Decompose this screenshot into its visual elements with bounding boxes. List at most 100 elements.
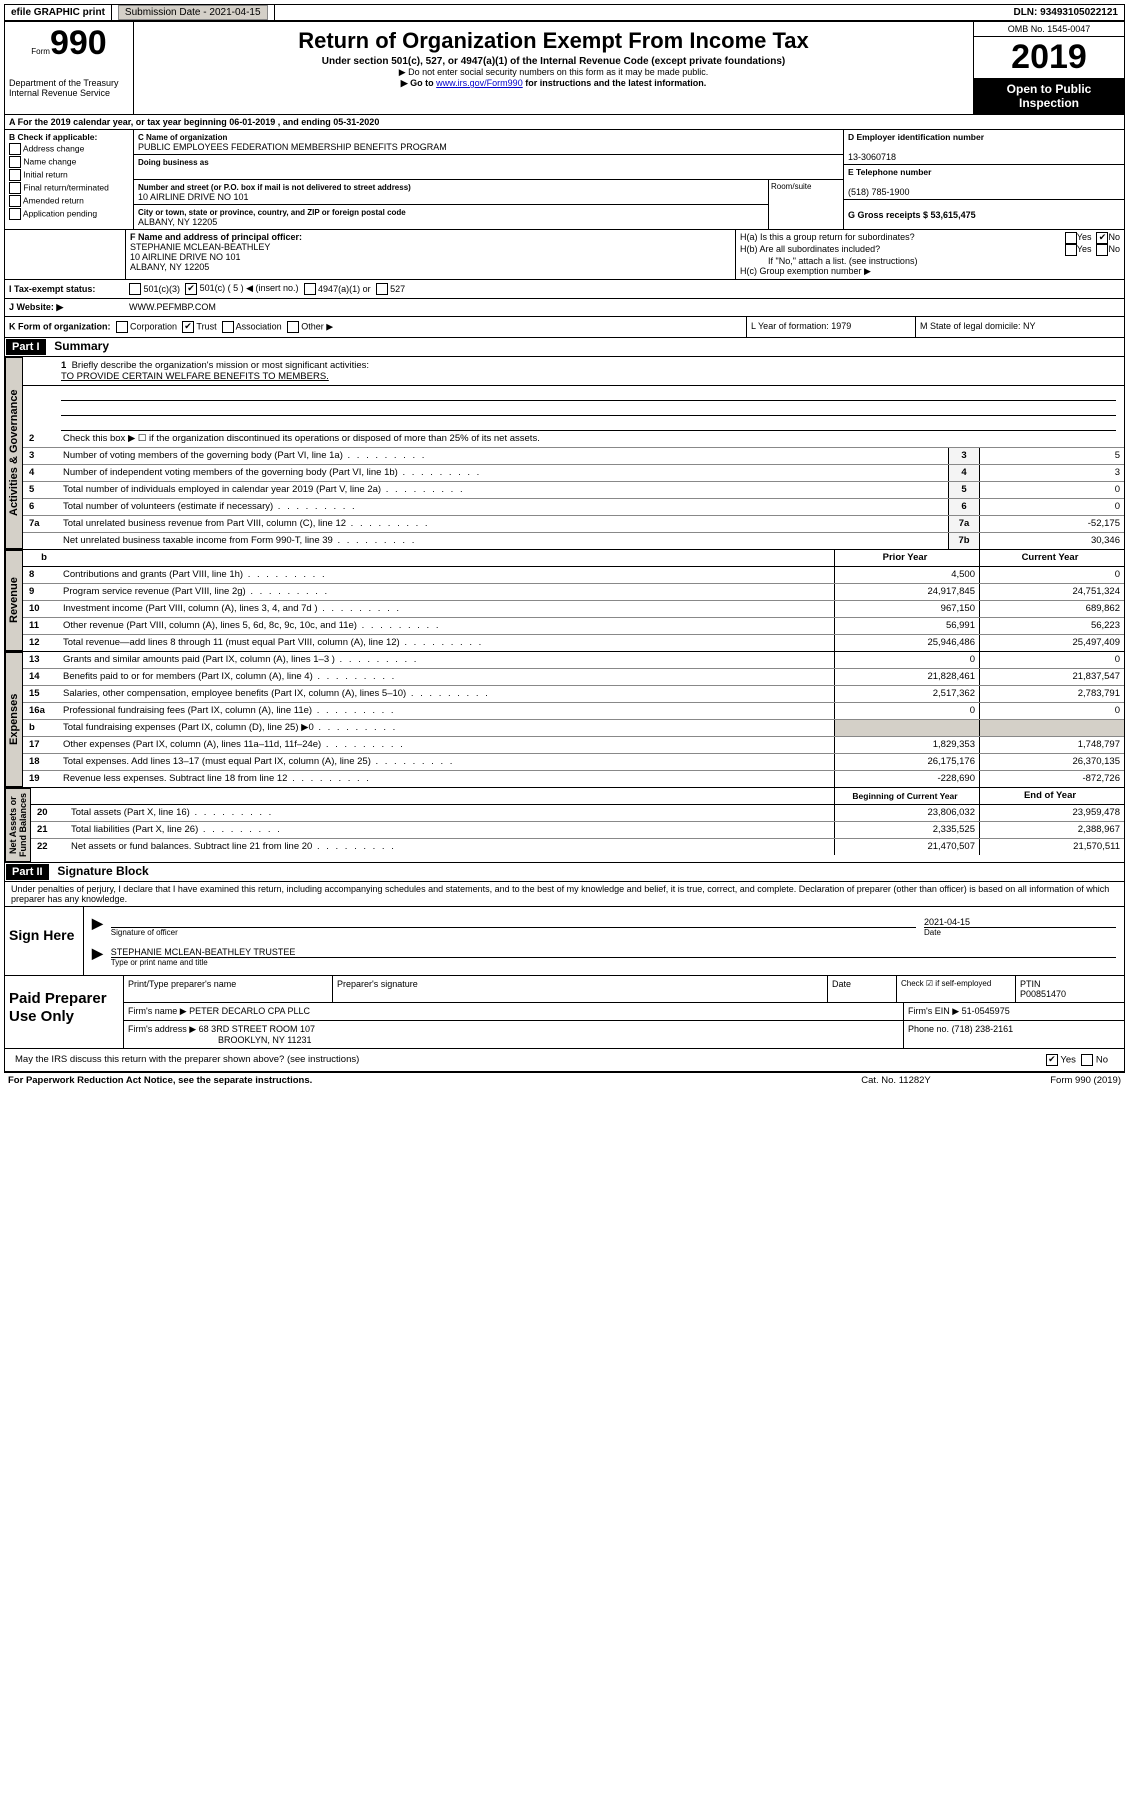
ha-label: H(a) Is this a group return for subordin… bbox=[740, 232, 1065, 244]
form-subtitle: Under section 501(c), 527, or 4947(a)(1)… bbox=[138, 56, 969, 67]
form-header: Form990 Department of the Treasury Inter… bbox=[5, 22, 1124, 115]
table-row: 6Total number of volunteers (estimate if… bbox=[23, 499, 1124, 516]
ptin-value: P00851470 bbox=[1020, 989, 1066, 999]
hdr-curr: Current Year bbox=[979, 550, 1124, 566]
ha-no[interactable] bbox=[1096, 232, 1108, 244]
korg-assoc[interactable] bbox=[222, 321, 234, 333]
hc-label: H(c) Group exemption number ▶ bbox=[740, 266, 1120, 277]
table-row: 10Investment income (Part VIII, column (… bbox=[23, 601, 1124, 618]
table-row: Net unrelated business taxable income fr… bbox=[23, 533, 1124, 549]
room-suite-label: Room/suite bbox=[769, 180, 843, 229]
row-a-tax-year: A For the 2019 calendar year, or tax yea… bbox=[5, 115, 1124, 130]
part2-header: Part II bbox=[6, 864, 49, 880]
prep-sig-hdr: Preparer's signature bbox=[333, 976, 828, 1002]
q2-text: Check this box ▶ ☐ if the organization d… bbox=[59, 432, 1124, 445]
ptin-label: PTIN bbox=[1020, 979, 1041, 989]
ein-label: D Employer identification number bbox=[848, 132, 984, 142]
tel-value: (518) 785-1900 bbox=[848, 187, 910, 197]
footer-form: Form 990 (2019) bbox=[1050, 1075, 1121, 1086]
table-row: 19Revenue less expenses. Subtract line 1… bbox=[23, 771, 1124, 787]
officer-addr2: ALBANY, NY 12205 bbox=[130, 262, 209, 272]
table-row: 20Total assets (Part X, line 16)23,806,0… bbox=[31, 805, 1124, 822]
korg-corp[interactable] bbox=[116, 321, 128, 333]
col-b-checkboxes: B Check if applicable: Address change Na… bbox=[5, 130, 134, 229]
dln-label: DLN: 93493105022121 bbox=[1013, 7, 1118, 18]
penalty-text: Under penalties of perjury, I declare th… bbox=[5, 882, 1124, 907]
city-label: City or town, state or province, country… bbox=[138, 208, 406, 217]
table-row: 22Net assets or fund balances. Subtract … bbox=[31, 839, 1124, 855]
street-label: Number and street (or P.O. box if mail i… bbox=[138, 183, 411, 192]
gross-receipts: G Gross receipts $ 53,615,475 bbox=[848, 210, 976, 220]
sig-date-label: Date bbox=[916, 928, 1116, 937]
prep-date-hdr: Date bbox=[828, 976, 897, 1002]
phone-label: Phone no. bbox=[908, 1024, 949, 1034]
submission-date-button[interactable]: Submission Date - 2021-04-15 bbox=[118, 5, 268, 20]
hdr-prior: Prior Year bbox=[834, 550, 979, 566]
status-4947[interactable] bbox=[304, 283, 316, 295]
revenue-section: Revenue b Prior Year Current Year 8Contr… bbox=[5, 550, 1124, 652]
goto-pre: ▶ Go to bbox=[401, 78, 436, 88]
dept-label: Department of the Treasury Internal Reve… bbox=[9, 78, 129, 98]
status-501c[interactable] bbox=[185, 283, 197, 295]
page-footer: For Paperwork Reduction Act Notice, see … bbox=[4, 1073, 1125, 1088]
tax-status-row: I Tax-exempt status: 501(c)(3) 501(c) ( … bbox=[5, 280, 1124, 299]
table-row: 17Other expenses (Part IX, column (A), l… bbox=[23, 737, 1124, 754]
part2-title: Signature Block bbox=[51, 864, 148, 878]
firm-addr-label: Firm's address ▶ bbox=[128, 1024, 196, 1034]
netassets-section: Net Assets orFund Balances Beginning of … bbox=[5, 788, 1124, 863]
expenses-section: Expenses 13Grants and similar amounts pa… bbox=[5, 652, 1124, 788]
table-row: 15Salaries, other compensation, employee… bbox=[23, 686, 1124, 703]
table-row: 14Benefits paid to or for members (Part … bbox=[23, 669, 1124, 686]
status-501c3[interactable] bbox=[129, 283, 141, 295]
topbar: efile GRAPHIC print Submission Date - 20… bbox=[4, 4, 1125, 21]
discuss-no[interactable] bbox=[1081, 1054, 1093, 1066]
table-row: 13Grants and similar amounts paid (Part … bbox=[23, 652, 1124, 669]
form-number: 990 bbox=[50, 24, 107, 62]
officer-addr1: 10 AIRLINE DRIVE NO 101 bbox=[130, 252, 241, 262]
sig-type-label: Type or print name and title bbox=[103, 958, 1116, 967]
table-row: 18Total expenses. Add lines 13–17 (must … bbox=[23, 754, 1124, 771]
tax-year: 2019 bbox=[974, 37, 1124, 78]
mission-text: TO PROVIDE CERTAIN WELFARE BENEFITS TO M… bbox=[61, 371, 329, 382]
city-value: ALBANY, NY 12205 bbox=[138, 217, 217, 227]
table-row: 12Total revenue—add lines 8 through 11 (… bbox=[23, 635, 1124, 651]
firm-name-label: Firm's name ▶ bbox=[128, 1006, 187, 1016]
tel-label: E Telephone number bbox=[848, 167, 931, 177]
sig-name: STEPHANIE MCLEAN-BEATHLEY TRUSTEE bbox=[111, 947, 1116, 958]
korg-trust[interactable] bbox=[182, 321, 194, 333]
ha-yes[interactable] bbox=[1065, 232, 1077, 244]
hb-no[interactable] bbox=[1096, 244, 1108, 256]
korg-other[interactable] bbox=[287, 321, 299, 333]
org-name-label: C Name of organization bbox=[138, 133, 227, 142]
firm-ein: 51-0545975 bbox=[962, 1006, 1010, 1016]
officer-label: F Name and address of principal officer: bbox=[130, 232, 302, 242]
discuss-yes[interactable] bbox=[1046, 1054, 1058, 1066]
irs-link[interactable]: www.irs.gov/Form990 bbox=[436, 78, 523, 88]
table-row: 5Total number of individuals employed in… bbox=[23, 482, 1124, 499]
part1-header: Part I bbox=[6, 339, 46, 355]
part1-title: Summary bbox=[48, 339, 109, 353]
sig-date: 2021-04-15 bbox=[924, 917, 1116, 928]
table-row: 4Number of independent voting members of… bbox=[23, 465, 1124, 482]
prep-print-hdr: Print/Type preparer's name bbox=[124, 976, 333, 1002]
status-527[interactable] bbox=[376, 283, 388, 295]
footer-left: For Paperwork Reduction Act Notice, see … bbox=[8, 1075, 821, 1086]
sig-officer-label: Signature of officer bbox=[103, 928, 916, 937]
hdr-beg: Beginning of Current Year bbox=[834, 788, 979, 804]
hb-note: If "No," attach a list. (see instruction… bbox=[740, 256, 1120, 266]
paid-preparer-block: Paid Preparer Use Only Print/Type prepar… bbox=[5, 976, 1124, 1049]
sign-here-block: Sign Here ▶ Signature of officer 2021-04… bbox=[5, 907, 1124, 976]
table-row: 3Number of voting members of the governi… bbox=[23, 448, 1124, 465]
hb-yes[interactable] bbox=[1065, 244, 1077, 256]
firm-name: PETER DECARLO CPA PLLC bbox=[189, 1006, 310, 1016]
expenses-vlabel: Expenses bbox=[5, 652, 23, 787]
firm-ein-label: Firm's EIN ▶ bbox=[908, 1006, 959, 1016]
phone-value: (718) 238-2161 bbox=[952, 1024, 1014, 1034]
discuss-text: May the IRS discuss this return with the… bbox=[11, 1053, 1046, 1066]
governance-vlabel: Activities & Governance bbox=[5, 357, 23, 549]
q1-text: Briefly describe the organization's miss… bbox=[72, 360, 370, 371]
efile-label: efile GRAPHIC print bbox=[11, 7, 105, 18]
footer-cat: Cat. No. 11282Y bbox=[821, 1075, 971, 1086]
open-public-1: Open to Public bbox=[1007, 82, 1092, 96]
year-formation: L Year of formation: 1979 bbox=[746, 317, 915, 337]
